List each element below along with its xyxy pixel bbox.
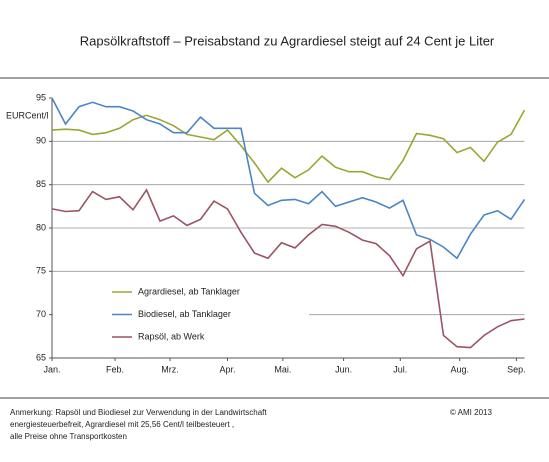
y-tick-label: 75 xyxy=(36,266,46,276)
series-line xyxy=(51,97,526,260)
x-tick-label: Feb. xyxy=(106,364,124,374)
x-tick-label: Jun. xyxy=(335,364,352,374)
y-tick-label: 95 xyxy=(36,92,46,102)
x-tick-label: Mai. xyxy=(274,364,291,374)
y-axis-label: EURCent/l xyxy=(6,110,49,120)
y-tick-label: 85 xyxy=(36,179,46,189)
x-tick-label: Sep. xyxy=(507,364,526,374)
y-tick-label: 90 xyxy=(36,136,46,146)
legend-label: Rapsöl, ab Werk xyxy=(138,331,205,341)
x-tick-label: Apr. xyxy=(219,364,235,374)
chart-title: Rapsölkraftstoff – Preisabstand zu Agrar… xyxy=(80,33,495,48)
y-tick-label: 65 xyxy=(36,352,46,362)
x-tick-label: Mrz. xyxy=(161,364,179,374)
legend-label: Agrardiesel, ab Tanklager xyxy=(138,286,240,296)
series-line xyxy=(51,109,526,184)
x-tick-label: Aug. xyxy=(450,364,469,374)
footnote: energiesteuerbefreit, Agrardiesel mit 25… xyxy=(10,420,234,429)
y-tick-label: 80 xyxy=(36,222,46,232)
x-tick-label: Jan. xyxy=(43,364,60,374)
copyright: © AMI 2013 xyxy=(450,408,492,417)
series-line xyxy=(51,188,525,349)
y-tick-label: 70 xyxy=(36,309,46,319)
footnote: Anmerkung: Rapsöl und Biodiesel zur Verw… xyxy=(10,408,267,417)
legend-background xyxy=(53,283,309,347)
legend-label: Biodiesel, ab Tanklager xyxy=(138,309,231,319)
footnote: alle Preise ohne Transportkosten xyxy=(10,432,127,441)
x-tick-label: Jul. xyxy=(393,364,407,374)
